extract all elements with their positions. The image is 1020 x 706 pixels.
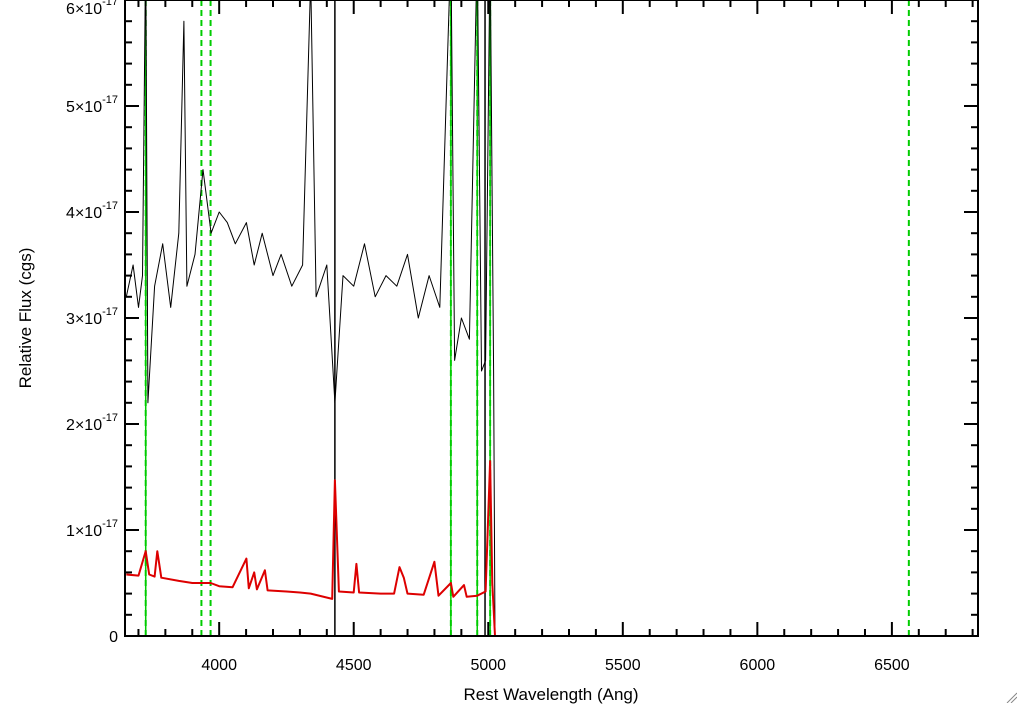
y-tick-label: 3×10-17 [66, 306, 118, 328]
x-axis-label: Rest Wavelength (Ang) [463, 685, 638, 704]
y-tick-label: 4×10-17 [66, 200, 118, 222]
y-axis-label: Relative Flux (cgs) [16, 248, 35, 389]
x-tick-label: 4000 [201, 657, 237, 674]
plot-frame [124, 0, 979, 637]
y-tick-label: 5×10-17 [66, 94, 118, 116]
y-tick-label: 2×10-17 [66, 412, 118, 434]
x-tick-label: 4500 [336, 657, 372, 674]
x-tick-label: 6500 [874, 657, 910, 674]
y-tick-label: 6×10-17 [66, 0, 118, 18]
x-tick-label: 5000 [470, 657, 506, 674]
series-line-1 [126, 460, 978, 636]
y-tick-label: 0 [109, 629, 118, 646]
spectrum-series [125, 0, 978, 636]
x-tick-labels: 4000 4500 5000 5500 6000 6500 [201, 657, 909, 674]
series-line-0 [125, 0, 496, 636]
x-tick-label: 5500 [605, 657, 641, 674]
axis-ticks [125, 0, 978, 637]
y-tick-label: 1×10-17 [66, 518, 118, 540]
resize-grip-icon[interactable] [1005, 691, 1017, 703]
x-tick-label: 6000 [740, 657, 776, 674]
line-markers [144, 0, 910, 636]
y-tick-labels: 0 1×10-17 2×10-17 3×10-17 4×10-17 5×10-17 6×10… [66, 0, 118, 646]
